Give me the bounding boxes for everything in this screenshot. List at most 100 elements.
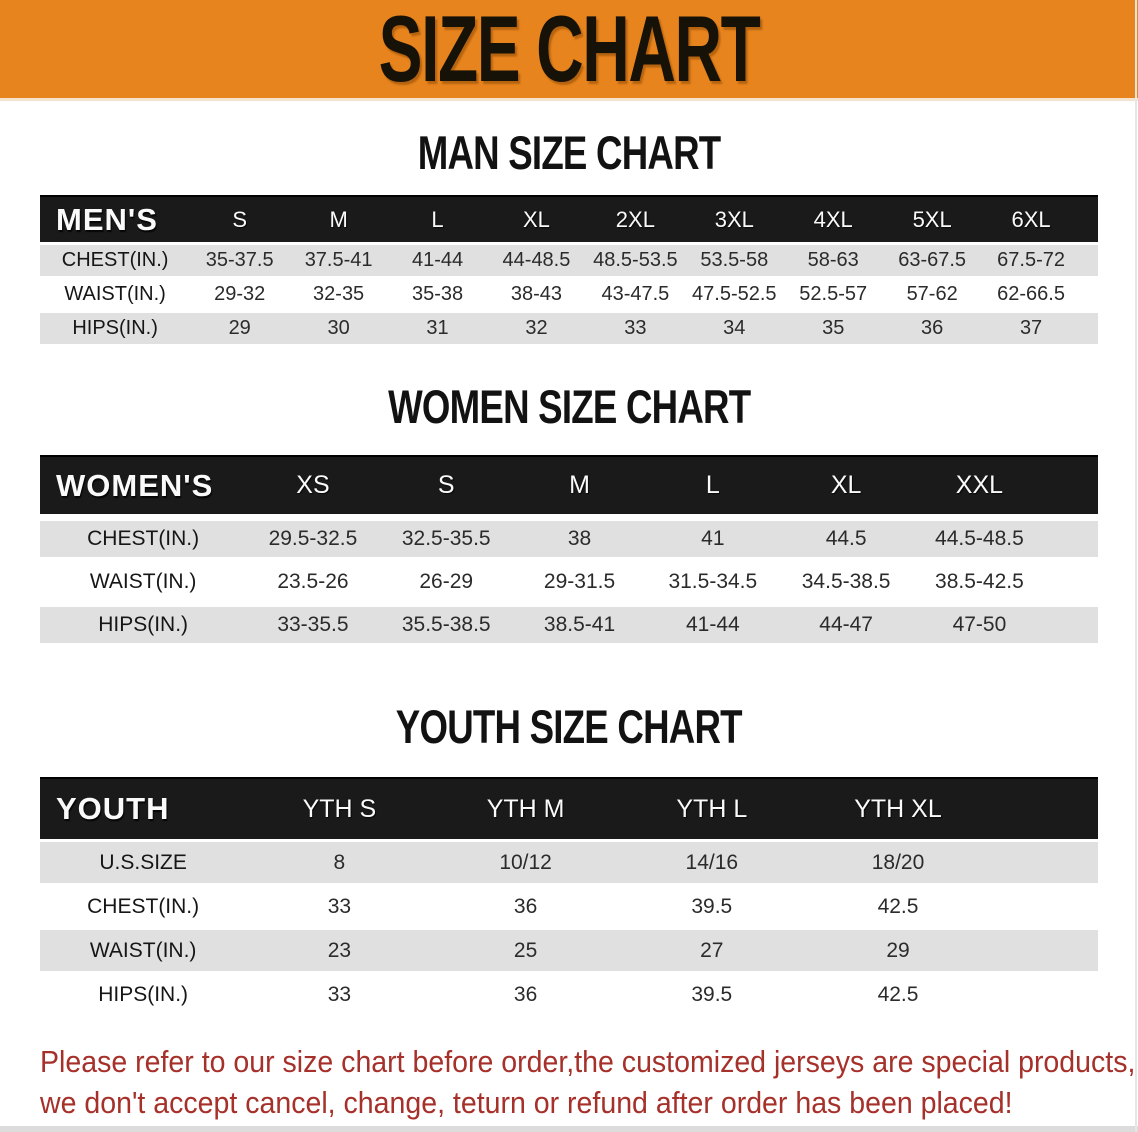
- cell-value: 38-43: [510, 283, 563, 305]
- cell-value: 33: [624, 317, 647, 339]
- cell-value: 38.5-41: [543, 613, 616, 636]
- cell-value: 35-38: [411, 283, 464, 305]
- row-label: CHEST(IN.): [61, 249, 169, 271]
- youth-section: YOUTH SIZE CHART: [0, 703, 1138, 750]
- cell-value: 44.5-48.5: [935, 527, 1024, 550]
- column-header: S: [437, 471, 455, 499]
- table-row: WAIST(IN.) 23.5-26 26-29 29-31.5 31.5-34.5 34…: [40, 564, 1098, 600]
- column-header: YTH S: [302, 794, 377, 823]
- cell-value: 29: [228, 317, 251, 339]
- cell-value: 41: [701, 527, 725, 550]
- column-header: XL: [523, 206, 550, 232]
- cell-value: 33-35.5: [277, 613, 349, 636]
- table-row: CHEST(IN.) 33 36 39.5 42.5: [40, 886, 1098, 927]
- table-header-label: MEN'S: [56, 201, 158, 237]
- cell-value: 53.5-58: [700, 249, 769, 271]
- row-label: CHEST(IN.): [87, 527, 200, 550]
- column-header: 5XL: [912, 206, 952, 232]
- column-header: L: [705, 471, 720, 499]
- image-right-edge: [1135, 0, 1137, 1132]
- cell-value: 39.5: [691, 982, 733, 1006]
- cell-value: 23.5-26: [277, 570, 349, 593]
- disclaimer-line-1: Please refer to our size chart before or…: [40, 1044, 1136, 1079]
- cell-value: 37.5-41: [304, 249, 373, 271]
- cell-value: 31: [426, 317, 449, 339]
- row-label: HIPS(IN.): [98, 613, 189, 636]
- column-header: XXL: [955, 471, 1004, 499]
- cell-value: 32-35: [313, 283, 365, 305]
- table-row: HIPS(IN.) 33-35.5 35.5-38.5 38.5-41 41-44 44-…: [40, 607, 1098, 643]
- cell-value: 29-32: [214, 283, 266, 305]
- cell-value: 32: [525, 317, 548, 339]
- cell-value: 67.5-72: [997, 249, 1065, 271]
- cell-value: 10/12: [499, 850, 552, 874]
- women-size-table: WOMEN'S XS S M L XL XXL CHEST(IN.) 29.5-32.5 32.5…: [40, 455, 1098, 643]
- cell-value: 29.5-32.5: [268, 527, 358, 550]
- column-header: XS: [296, 471, 330, 499]
- cell-value: 8: [333, 850, 346, 874]
- table-header-row: MEN'S S M L XL 2XL 3XL 4XL 5XL 6XL: [40, 195, 1098, 242]
- table-row: HIPS(IN.) 33 36 39.5 42.5: [40, 974, 1098, 1015]
- column-header: M: [569, 471, 590, 499]
- cell-value: 29: [886, 938, 910, 962]
- table-header-label: YOUTH: [56, 791, 170, 826]
- cell-value: 25: [513, 938, 538, 962]
- cell-value: 36: [513, 982, 538, 1006]
- column-header: L: [431, 206, 444, 232]
- column-header: S: [232, 206, 248, 232]
- cell-value: 44-47: [819, 613, 873, 636]
- cell-value: 58-63: [807, 249, 859, 271]
- cell-value: 35: [822, 317, 845, 339]
- table-row: WAIST(IN.) 29-32 32-35 35-38 38-43 43-47.5 47.…: [40, 279, 1098, 310]
- cell-value: 36: [513, 894, 538, 918]
- cell-value: 30: [327, 317, 350, 339]
- cell-value: 47.5-52.5: [692, 283, 777, 305]
- row-label: WAIST(IN.): [89, 570, 197, 593]
- column-header: 2XL: [615, 206, 655, 232]
- cell-value: 62-66.5: [997, 283, 1065, 305]
- cell-value: 38.5-42.5: [935, 570, 1024, 593]
- cell-value: 52.5-57: [799, 283, 868, 305]
- table-header-row: YOUTH YTH S YTH M YTH L YTH XL: [40, 777, 1098, 839]
- cell-value: 48.5-53.5: [593, 249, 678, 271]
- table-row: CHEST(IN.) 35-37.5 37.5-41 41-44 44-48.5 48.5…: [40, 245, 1098, 276]
- cell-value: 29-31.5: [543, 570, 616, 593]
- column-header: 6XL: [1011, 206, 1051, 232]
- table-row: WAIST(IN.) 23 25 27 29: [40, 930, 1098, 971]
- column-header: YTH M: [486, 794, 565, 823]
- cell-value: 18/20: [871, 850, 925, 874]
- cell-value: 31.5-34.5: [668, 570, 758, 593]
- cell-value: 34: [723, 317, 746, 339]
- column-header: XL: [830, 471, 862, 499]
- cell-value: 26-29: [419, 570, 474, 593]
- cell-value: 34.5-38.5: [801, 570, 891, 593]
- cell-value: 41-44: [685, 613, 740, 636]
- table-row: U.S.SIZE 8 10/12 14/16 18/20: [40, 842, 1098, 883]
- cell-value: 27: [700, 938, 724, 962]
- cell-value: 23: [327, 938, 352, 962]
- youth-section-heading: YOUTH SIZE CHART: [396, 700, 743, 753]
- cell-value: 57-62: [906, 283, 958, 305]
- column-header: 3XL: [714, 206, 754, 232]
- banner-title: SIZE CHART: [378, 0, 761, 101]
- cell-value: 44.5: [825, 527, 867, 550]
- image-bottom-edge: [0, 1126, 1138, 1132]
- row-label: CHEST(IN.): [87, 894, 200, 918]
- cell-value: 33: [327, 982, 352, 1006]
- cell-value: 63-67.5: [898, 249, 967, 271]
- cell-value: 42.5: [877, 894, 919, 918]
- cell-value: 47-50: [952, 613, 1007, 636]
- cell-value: 14/16: [685, 850, 739, 874]
- cell-value: 41-44: [411, 249, 464, 271]
- women-section: WOMEN SIZE CHART: [0, 383, 1138, 430]
- column-header: YTH L: [676, 794, 748, 823]
- cell-value: 39.5: [691, 894, 733, 918]
- column-header: M: [329, 206, 348, 232]
- table-header-label: WOMEN'S: [56, 467, 214, 503]
- cell-value: 35.5-38.5: [401, 613, 491, 636]
- column-header: 4XL: [813, 206, 853, 232]
- men-section-heading: MAN SIZE CHART: [417, 126, 721, 179]
- table-row: CHEST(IN.) 29.5-32.5 32.5-35.5 38 41 44.5 44.5…: [40, 521, 1098, 557]
- cell-value: 37: [1019, 317, 1043, 339]
